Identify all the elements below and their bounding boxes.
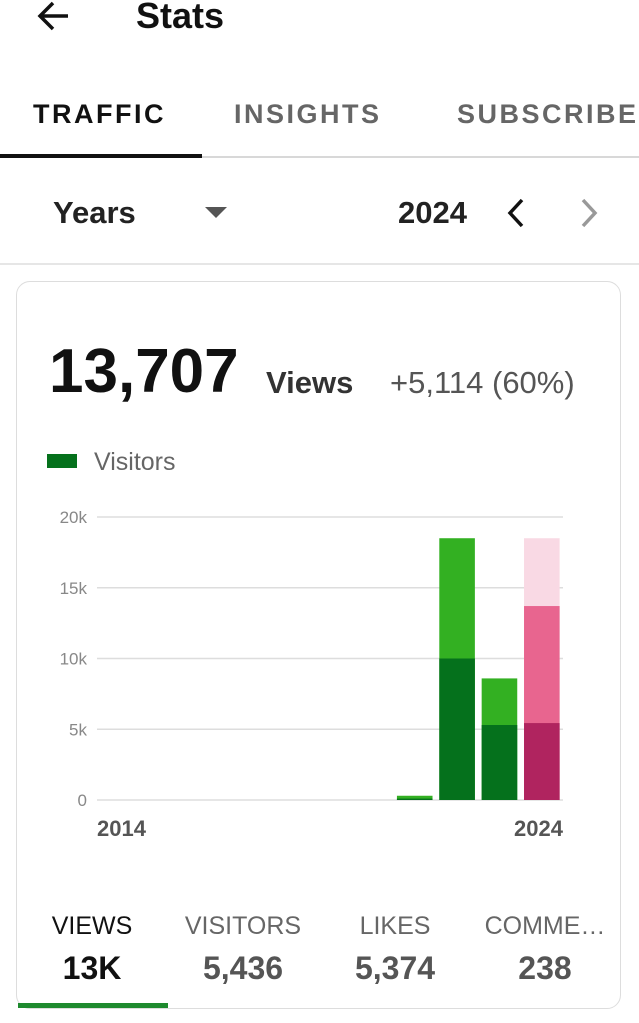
- metric-tab-value[interactable]: 13K: [62, 950, 122, 986]
- change-value: +5,114 (60%): [390, 365, 575, 400]
- legend-swatch: [47, 454, 77, 468]
- back-button[interactable]: [37, 1, 68, 31]
- bar: [524, 723, 560, 800]
- y-tick-label: 0: [78, 791, 87, 810]
- period-year: 2024: [398, 195, 467, 230]
- x-tick-label: 2014: [97, 816, 147, 841]
- y-tick-label: 15k: [60, 579, 88, 598]
- total-value: 13,707: [49, 337, 239, 406]
- y-tick-label: 20k: [60, 508, 88, 527]
- y-tick-label: 5k: [69, 720, 87, 739]
- metric-tab-label[interactable]: COMME…: [484, 912, 606, 940]
- metric-tab-label[interactable]: VIEWS: [51, 912, 133, 940]
- y-tick-label: 10k: [60, 650, 88, 669]
- bar: [439, 658, 475, 800]
- bar: [396, 795, 433, 800]
- metric-name: Views: [266, 365, 354, 400]
- metric-tab-value[interactable]: 5,436: [202, 950, 284, 986]
- dropdown-arrow[interactable]: [205, 207, 227, 218]
- chrome-icons: [0, 1, 639, 265]
- bar: [396, 798, 433, 800]
- metric-tab-value[interactable]: 238: [518, 950, 572, 986]
- bar: [481, 725, 518, 800]
- tab[interactable]: TRAFFIC: [33, 99, 166, 129]
- x-tick-label: 2024: [514, 816, 564, 841]
- metric-tab-label[interactable]: VISITORS: [184, 912, 302, 940]
- period-unit[interactable]: Years: [53, 195, 136, 230]
- page-title: Stats: [136, 0, 225, 36]
- legend-label: Visitors: [94, 448, 176, 476]
- tab[interactable]: INSIGHTS: [234, 99, 382, 129]
- metric-tab-value[interactable]: 5,374: [354, 950, 436, 986]
- stats-card: [16, 281, 621, 1009]
- tab[interactable]: SUBSCRIBE: [457, 99, 639, 129]
- chart: 0 5k 10k 15k 20k 2014 2024: [60, 508, 564, 841]
- active-tab-indicator: [0, 154, 202, 158]
- metric-tab-label[interactable]: LIKES: [359, 912, 431, 940]
- previous-button[interactable]: [507, 198, 524, 228]
- next-button[interactable]: [581, 198, 598, 228]
- active-metric-indicator: [18, 1003, 168, 1008]
